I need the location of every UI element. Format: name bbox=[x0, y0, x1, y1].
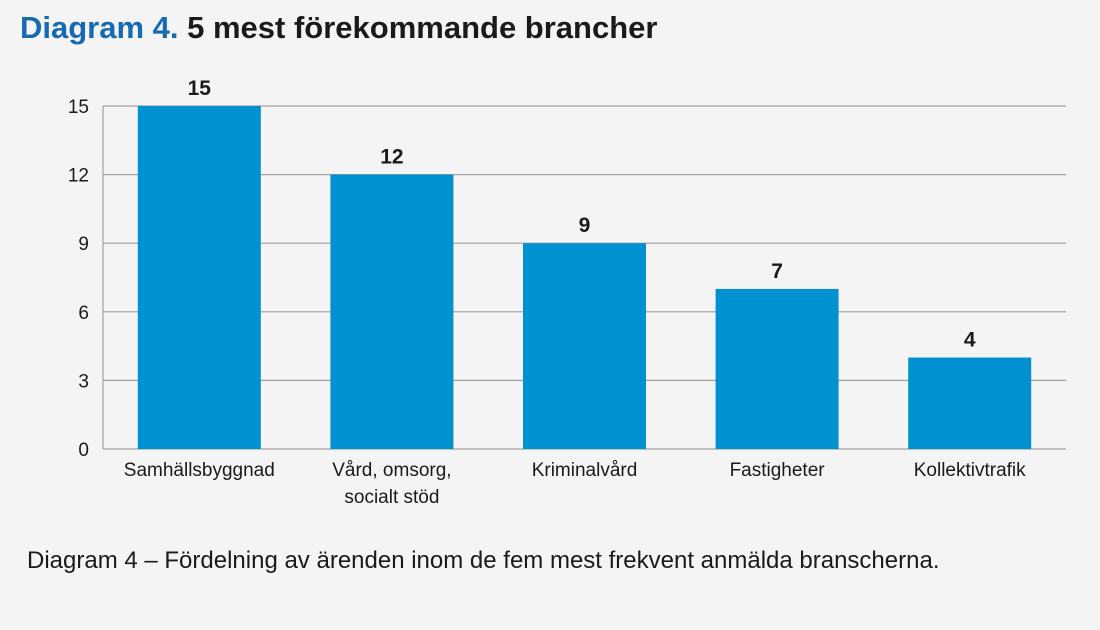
data-label: 9 bbox=[579, 214, 591, 237]
x-tick-label: Kollektivtrafik bbox=[914, 460, 1026, 481]
y-tick-label: 15 bbox=[68, 97, 89, 118]
bar-chart: 0 3 6 9 12 15 15 12 9 7 4 Samhällsbyggnad Vård, om… bbox=[68, 77, 1066, 508]
chart-title: Diagram 4. 5 mest förekommande brancher bbox=[20, 10, 657, 46]
x-tick-label: Fastigheter bbox=[730, 460, 826, 481]
x-tick-label-line: Vård, omsorg, bbox=[332, 460, 451, 481]
bar bbox=[908, 357, 1032, 449]
x-tick-label: Kriminalvård bbox=[532, 460, 638, 481]
x-tick-label: Vård, omsorg, socialt stöd bbox=[332, 460, 451, 508]
data-label: 7 bbox=[771, 260, 783, 283]
bar bbox=[523, 243, 646, 449]
title-main: 5 mest förekommande brancher bbox=[187, 10, 658, 45]
bar bbox=[137, 106, 261, 449]
x-tick-label-line: Samhällsbyggnad bbox=[124, 460, 275, 481]
data-label: 15 bbox=[188, 77, 212, 100]
data-labels: 15 12 9 7 4 bbox=[188, 77, 976, 352]
x-axis-ticks: Samhällsbyggnad Vård, omsorg, socialt stöd… bbox=[124, 460, 1026, 508]
y-tick-label: 0 bbox=[78, 440, 89, 461]
figure-caption: Diagram 4 – Fördelning av ärenden inom d… bbox=[27, 547, 940, 574]
x-tick-label: Samhällsbyggnad bbox=[124, 460, 275, 481]
y-tick-label: 6 bbox=[78, 303, 89, 324]
data-label: 12 bbox=[380, 146, 403, 169]
x-tick-label-line: Kriminalvård bbox=[532, 460, 638, 481]
y-tick-label: 9 bbox=[78, 234, 89, 255]
bars bbox=[137, 106, 1032, 449]
x-tick-label-line: socialt stöd bbox=[344, 487, 439, 508]
y-tick-label: 3 bbox=[78, 371, 89, 392]
y-axis-ticks: 0 3 6 9 12 15 bbox=[68, 97, 89, 461]
x-tick-label-line: Kollektivtrafik bbox=[914, 460, 1026, 481]
y-tick-label: 12 bbox=[68, 166, 89, 187]
data-label: 4 bbox=[964, 329, 976, 352]
title-prefix: Diagram 4. bbox=[20, 10, 179, 45]
bar bbox=[330, 174, 454, 449]
bar bbox=[715, 288, 839, 449]
x-tick-label-line: Fastigheter bbox=[730, 460, 826, 481]
